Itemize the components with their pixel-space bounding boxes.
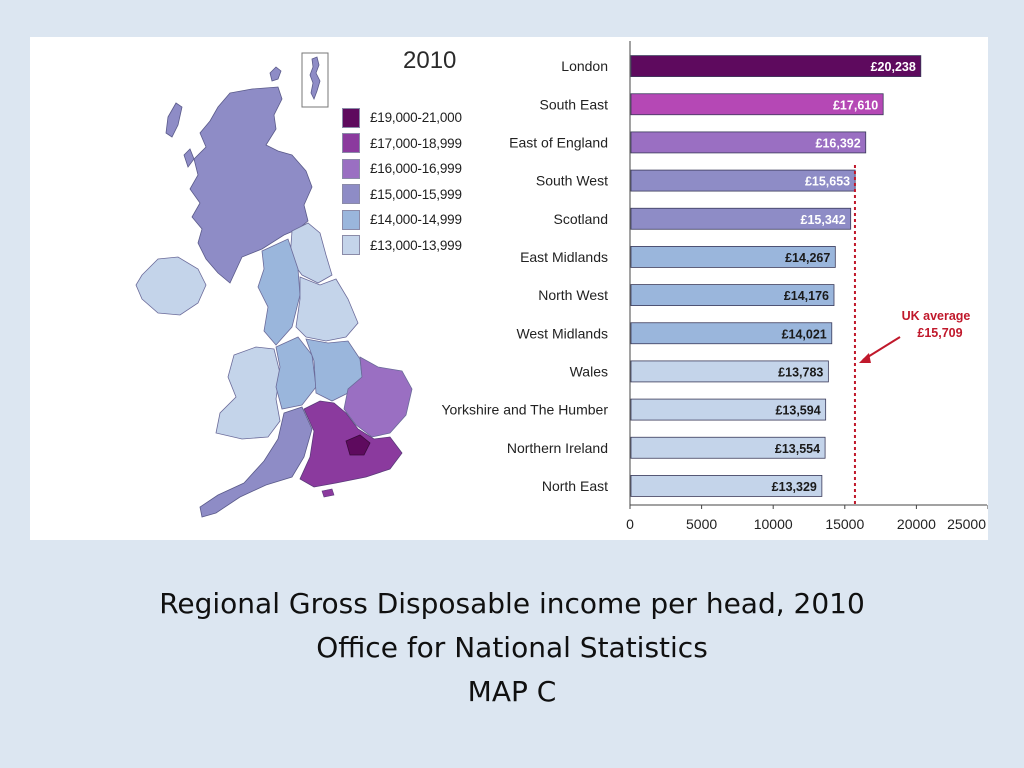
map-legend: £19,000-21,000 £17,000-18,999 £16,000-16,9… xyxy=(342,105,462,258)
category-label: West Midlands xyxy=(516,325,608,341)
caption-title: Regional Gross Disposable income per hea… xyxy=(159,587,865,620)
x-tick-label: 20000 xyxy=(897,516,936,532)
x-tick-label: 5000 xyxy=(686,516,717,532)
x-tick-label: 10000 xyxy=(754,516,793,532)
data-label: £20,238 xyxy=(871,60,916,74)
x-tick-label: 15000 xyxy=(825,516,864,532)
category-label: Scotland xyxy=(554,211,608,227)
legend-swatch xyxy=(342,184,360,205)
region-south-west xyxy=(199,406,313,518)
legend-item: £14,000-14,999 xyxy=(342,207,462,233)
western-isles xyxy=(165,102,183,138)
bar xyxy=(630,131,867,154)
data-label: £16,392 xyxy=(816,136,861,150)
legend-swatch xyxy=(342,235,360,256)
bar xyxy=(630,436,826,459)
bar xyxy=(630,246,836,268)
legend-label: £16,000-16,999 xyxy=(370,161,462,177)
uk-average-arrowhead xyxy=(858,353,871,363)
legend-label: £19,000-21,000 xyxy=(370,110,462,126)
uk-region-map xyxy=(135,52,413,518)
region-east-of-england xyxy=(343,356,413,438)
figure-panel: 2010 £19,000-21,000 £17,000-18,999 £16,000… xyxy=(30,37,988,540)
bar xyxy=(630,93,884,116)
legend-swatch xyxy=(342,133,360,154)
data-label: £13,554 xyxy=(775,442,820,456)
legend-item: £13,000-13,999 xyxy=(342,233,462,259)
caption-map-label: MAP C xyxy=(467,675,557,708)
category-label: South West xyxy=(536,173,608,189)
category-label: South East xyxy=(540,96,609,112)
data-label: £13,783 xyxy=(778,365,823,379)
legend-label: £17,000-18,999 xyxy=(370,135,462,151)
isle-of-wight xyxy=(321,488,335,498)
shetland-inset-box xyxy=(301,52,329,108)
legend-item: £16,000-16,999 xyxy=(342,156,462,182)
data-label: £14,021 xyxy=(782,327,827,341)
data-label: £15,342 xyxy=(801,213,846,227)
region-wales xyxy=(215,346,281,440)
orkney-islands xyxy=(269,66,282,82)
bar xyxy=(630,55,922,77)
bar xyxy=(630,207,852,230)
data-label: £14,267 xyxy=(785,251,830,265)
legend-item: £15,000-15,999 xyxy=(342,182,462,208)
legend-swatch xyxy=(342,158,360,179)
bar xyxy=(630,360,829,383)
legend-label: £13,000-13,999 xyxy=(370,237,462,253)
bar xyxy=(630,322,833,345)
bar xyxy=(630,169,856,192)
legend-label: £14,000-14,999 xyxy=(370,212,462,228)
legend-item: £19,000-21,000 xyxy=(342,105,462,131)
region-london xyxy=(345,434,371,456)
legend-swatch xyxy=(342,209,360,230)
data-label: £14,176 xyxy=(784,289,829,303)
region-north-west xyxy=(257,238,301,346)
x-tick-label: 25000 xyxy=(947,516,986,532)
region-northern-ireland xyxy=(135,256,207,316)
legend-item: £17,000-18,999 xyxy=(342,131,462,157)
category-label: North East xyxy=(542,478,608,494)
region-yorkshire xyxy=(295,276,359,342)
region-west-midlands xyxy=(275,336,317,410)
bar xyxy=(630,398,827,421)
caption-source: Office for National Statistics xyxy=(316,631,708,664)
uk-average-value: £15,709 xyxy=(917,326,962,340)
slide-caption: Regional Gross Disposable income per hea… xyxy=(0,582,1024,714)
category-label: Northern Ireland xyxy=(507,440,608,456)
category-label: Wales xyxy=(570,363,608,379)
legend-swatch xyxy=(342,107,360,128)
category-label: East Midlands xyxy=(520,249,608,265)
bar xyxy=(630,475,823,497)
category-label: London xyxy=(561,58,608,74)
data-label: £17,610 xyxy=(833,98,878,112)
x-tick-label: 0 xyxy=(626,516,634,532)
data-label: £13,329 xyxy=(772,480,817,494)
shetland-islands xyxy=(309,56,321,100)
data-label: £15,653 xyxy=(805,175,850,189)
category-label: East of England xyxy=(509,134,608,150)
category-label: Yorkshire and The Humber xyxy=(441,402,608,418)
uk-average-label: UK average xyxy=(902,309,971,323)
legend-label: £15,000-15,999 xyxy=(370,186,462,202)
region-scotland xyxy=(189,86,313,284)
category-label: North West xyxy=(538,287,608,303)
bar-chart: 0 5000 10000 15000 20000 25000 London £20,238 So… xyxy=(441,41,988,532)
map-year-label: 2010 xyxy=(403,47,457,74)
bar xyxy=(630,284,835,306)
data-label: £13,594 xyxy=(775,404,820,418)
